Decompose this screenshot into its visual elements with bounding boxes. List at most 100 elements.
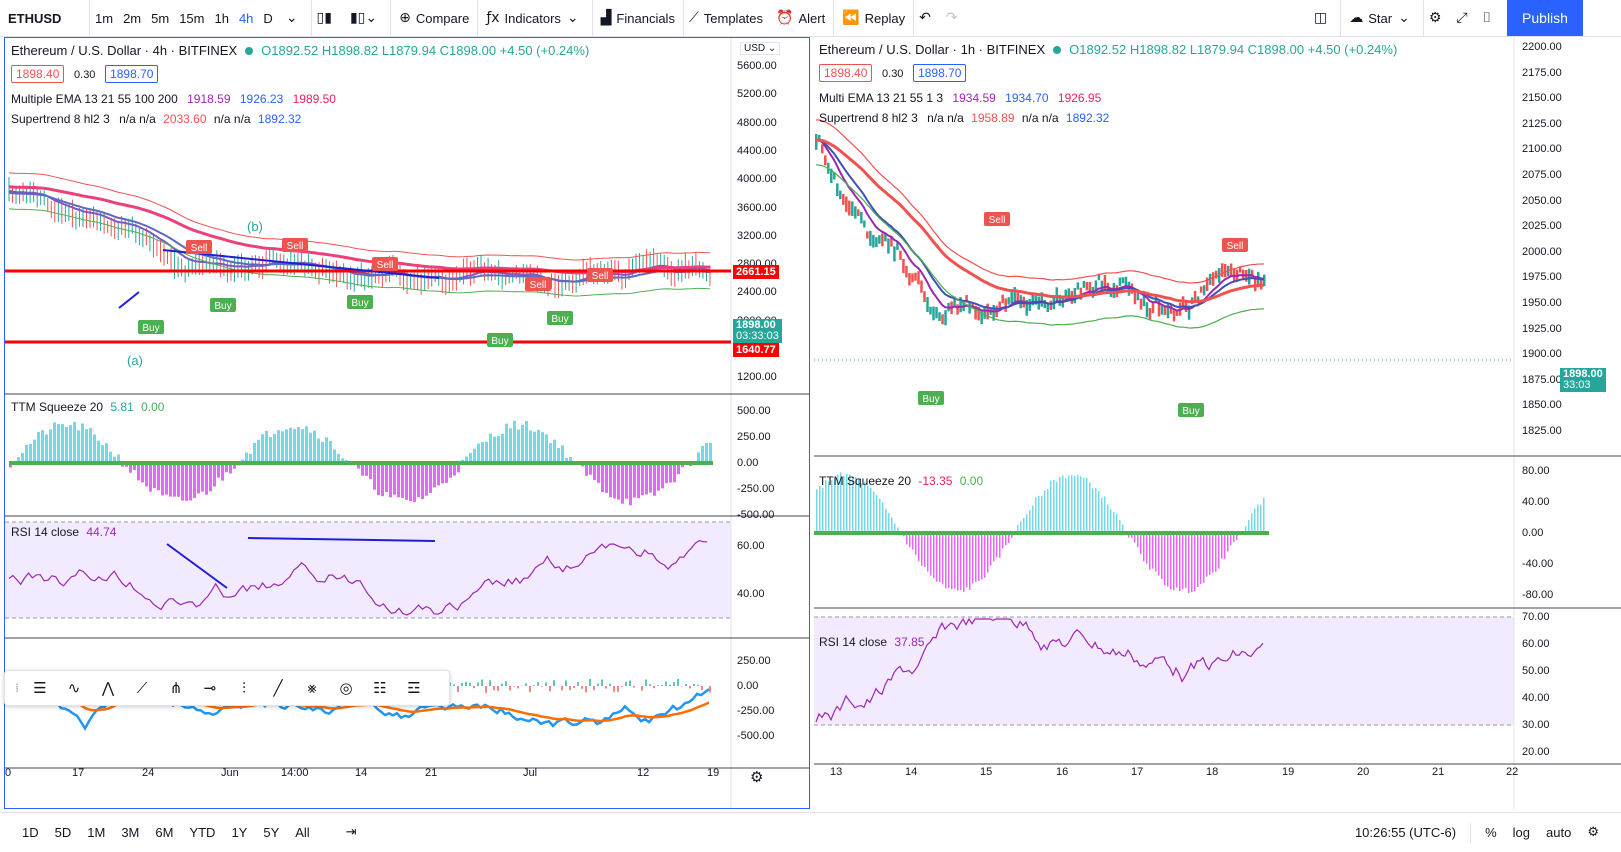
bar-style-dropdown[interactable]: ▮▯⌄ xyxy=(342,0,392,37)
ttm-bar xyxy=(557,447,560,463)
financials-button[interactable]: ▟ Financials xyxy=(593,0,684,37)
save-star-button[interactable]: ☁ Star ⌄ xyxy=(1341,0,1424,37)
bid-price[interactable]: 1898.40 xyxy=(819,64,873,82)
ttm-bar xyxy=(1134,533,1136,543)
interval-1h[interactable]: 1h xyxy=(214,10,229,26)
pitchfork-icon[interactable]: ⋔ xyxy=(169,679,183,697)
rsi-value: 44.74 xyxy=(86,525,117,539)
interval-2m[interactable]: 2m xyxy=(123,10,142,26)
xabcd-pattern-icon[interactable]: ⨳ xyxy=(307,679,317,697)
long-position-icon[interactable]: ⫶ xyxy=(242,679,246,697)
replay-button[interactable]: ⏪ Replay xyxy=(834,0,915,37)
trend-line-icon[interactable]: ⟋ xyxy=(136,679,148,697)
ttm-bar xyxy=(834,478,836,533)
buy-signal: Buy xyxy=(491,336,508,347)
ask-price[interactable]: 1898.70 xyxy=(105,65,159,83)
rsi-tick: 60.00 xyxy=(1522,638,1550,650)
indicators-button[interactable]: ƒx Indicators ⌄ xyxy=(478,0,593,37)
abcd-pattern-icon[interactable]: ⋀ xyxy=(101,679,115,697)
right-chart-canvas[interactable]: Sell Sell Buy Buy xyxy=(814,37,1621,809)
range-1d[interactable]: 1D xyxy=(22,825,39,840)
ask-price[interactable]: 1898.70 xyxy=(913,64,967,82)
redo-button[interactable]: ↷ xyxy=(941,0,968,37)
ttm-bar xyxy=(1158,533,1160,576)
goto-date-icon[interactable]: ⇥ xyxy=(345,825,357,840)
parallel-channel-icon[interactable]: ☲ xyxy=(407,679,421,697)
range-ytd[interactable]: YTD xyxy=(189,825,216,840)
ema-legend[interactable]: Multiple EMA 13 21 55 100 200 1918.59 19… xyxy=(11,92,336,106)
ttm-bar xyxy=(1053,479,1055,533)
supertrend-legend[interactable]: Supertrend 8 hl2 3 n/a n/a 1958.89 n/a n… xyxy=(819,111,1109,125)
bar-style-button[interactable]: ▯▮ xyxy=(312,0,342,37)
range-1m[interactable]: 1M xyxy=(87,825,106,840)
clock-timezone[interactable]: 10:26:55 (UTC-6) xyxy=(1354,825,1457,840)
layout-split-icon: ◫ xyxy=(1314,10,1328,26)
drag-handle-icon[interactable]: ⁞ xyxy=(15,681,19,695)
sell-signal: Sell xyxy=(287,241,304,252)
range-1y[interactable]: 1Y xyxy=(231,825,248,840)
ttm-bar xyxy=(329,440,332,463)
ttm-bar xyxy=(633,463,636,498)
interval-dropdown[interactable]: ⌄ xyxy=(278,0,312,37)
supertrend-na: n/a n/a xyxy=(119,112,156,126)
range-5d[interactable]: 5D xyxy=(54,825,72,840)
price-tick: 2150.00 xyxy=(1522,92,1562,105)
templates-button[interactable]: ⟋ Templates xyxy=(684,0,768,37)
macd-histogram-bar xyxy=(597,683,599,686)
ttm-legend-right[interactable]: TTM Squeeze 20 -13.35 0.00 xyxy=(819,474,983,488)
publish-button[interactable]: Publish xyxy=(1507,0,1583,36)
chart-pane-right[interactable]: Sell Sell Buy Buy Ethereum / U.S. Dollar · … xyxy=(814,37,1621,809)
auto-toggle[interactable]: auto xyxy=(1546,825,1572,840)
ttm-bar xyxy=(996,533,998,558)
interval-1m[interactable]: 1m xyxy=(95,10,114,26)
compare-button[interactable]: ⊕ Compare xyxy=(391,0,479,37)
macd-histogram-bar xyxy=(453,684,455,686)
buy-signal-bg xyxy=(547,311,573,325)
rsi-tick: 20.00 xyxy=(1522,746,1550,758)
undo-button[interactable]: ↶ xyxy=(914,0,941,37)
horizontal-ray-icon[interactable]: ⊸ xyxy=(203,679,217,697)
interval-5m[interactable]: 5m xyxy=(151,10,170,26)
layout-button[interactable]: ◫ xyxy=(1306,0,1342,37)
price-tick: 2075.00 xyxy=(1522,169,1562,181)
log-toggle[interactable]: log xyxy=(1512,825,1531,840)
ema-legend[interactable]: Multi EMA 13 21 55 1 3 1934.59 1934.70 1… xyxy=(819,91,1101,105)
range-all[interactable]: All xyxy=(295,825,310,840)
rsi-tick: 70.00 xyxy=(1522,611,1550,623)
alert-button[interactable]: ⏰ Alert xyxy=(768,0,835,37)
ttm-legend-left[interactable]: TTM Squeeze 20 5.81 0.00 xyxy=(11,400,164,414)
right-chart-title: Ethereum / U.S. Dollar · 1h · BITFINEX xyxy=(819,42,1046,57)
line-tool-icon[interactable]: ╱ xyxy=(273,679,283,697)
symbol-search[interactable]: ETHUSD xyxy=(0,0,90,37)
range-3m[interactable]: 3M xyxy=(121,825,140,840)
ttm-bar xyxy=(831,480,833,533)
percent-toggle[interactable]: % xyxy=(1485,825,1497,840)
interval-d[interactable]: D xyxy=(263,10,273,26)
fib-spiral-icon[interactable]: ◎ xyxy=(339,679,353,697)
ttm-bar xyxy=(882,502,884,533)
price-tick: 5600.00 xyxy=(737,60,777,72)
elliott-wave-icon[interactable]: ∿ xyxy=(67,679,81,697)
ttm-bar xyxy=(649,463,652,493)
chart-settings-gear-icon[interactable]: ⚙ xyxy=(750,768,764,786)
range-5y[interactable]: 5Y xyxy=(263,825,280,840)
bid-price[interactable]: 1898.40 xyxy=(11,65,65,83)
chart-settings-gear-icon[interactable]: ⚙ xyxy=(1587,825,1599,840)
macd-histogram-bar xyxy=(481,679,483,686)
settings-button[interactable]: ⚙ xyxy=(1424,0,1452,37)
supertrend-legend[interactable]: Supertrend 8 hl2 3 n/a n/a 2033.60 n/a n… xyxy=(11,112,301,126)
interval-4h[interactable]: 4h xyxy=(238,10,254,26)
fib-retracement-icon[interactable]: ☷ xyxy=(373,679,387,697)
interval-15m[interactable]: 15m xyxy=(179,10,205,26)
snapshot-button[interactable]: ⌷ xyxy=(1478,0,1501,37)
ttm-bar xyxy=(161,463,164,496)
range-6m[interactable]: 6M xyxy=(155,825,174,840)
fullscreen-button[interactable]: ⤢ xyxy=(1451,0,1477,37)
ttm-bar xyxy=(1170,533,1172,590)
macd-histogram-bar xyxy=(465,681,467,686)
rsi-legend-right[interactable]: RSI 14 close 37.85 xyxy=(819,635,924,649)
rsi-legend-left[interactable]: RSI 14 close 44.74 xyxy=(11,525,116,539)
horizontal-lines-icon[interactable]: ☰ xyxy=(33,679,47,697)
currency-selector[interactable]: USD ⌄ xyxy=(740,42,781,55)
buy-signal: Buy xyxy=(142,323,159,334)
